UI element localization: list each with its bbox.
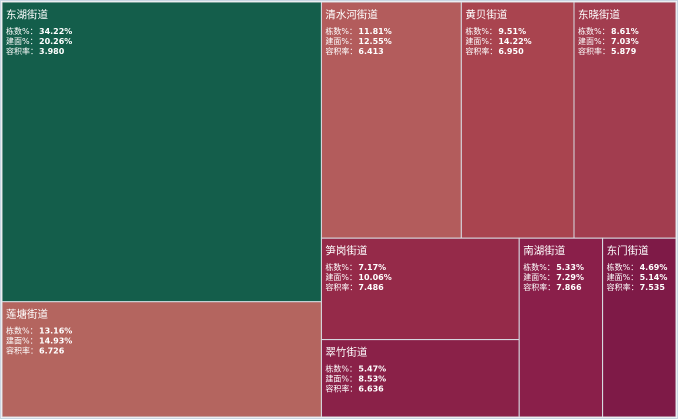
tile-name: 南湖街道 (523, 244, 565, 257)
metric-label: 容积率： (325, 282, 357, 292)
metric-label: 容积率： (523, 282, 555, 292)
metric-value: 7.29% (556, 273, 584, 282)
metric-value: 9.51% (498, 27, 526, 36)
metric-label: 栋数%： (465, 26, 497, 36)
metric-label: 容积率： (607, 282, 639, 292)
metric-label: 栋数%： (325, 262, 357, 272)
metric-value: 10.06% (358, 273, 391, 282)
tile (320, 1, 462, 239)
tile-name: 东晓街道 (578, 8, 620, 21)
metric-label: 建面%： (6, 336, 38, 346)
tile-name: 黄贝街道 (465, 8, 507, 21)
metric-value: 7.866 (556, 283, 582, 292)
metric-label: 容积率： (578, 46, 610, 56)
tile (573, 1, 677, 239)
metric-value: 7.486 (358, 283, 384, 292)
metric-label: 建面%： (325, 272, 357, 282)
metric-value: 6.726 (39, 347, 65, 356)
metric-value: 8.61% (611, 27, 639, 36)
metric-label: 建面%： (6, 36, 38, 46)
metric-value: 5.33% (556, 263, 584, 272)
metric-label: 栋数%： (325, 364, 357, 374)
metric-label: 容积率： (6, 46, 38, 56)
metric-value: 5.47% (358, 365, 386, 374)
metric-label: 容积率： (325, 46, 357, 56)
metric-value: 13.16% (39, 327, 72, 336)
tile-name: 东湖街道 (6, 8, 48, 21)
metric-label: 容积率： (465, 46, 497, 56)
metric-value: 14.22% (498, 37, 531, 46)
metric-value: 5.879 (611, 47, 637, 56)
metric-value: 6.636 (358, 385, 384, 394)
metric-label: 容积率： (6, 346, 38, 356)
metric-label: 栋数%： (607, 262, 639, 272)
metric-value: 11.81% (358, 27, 391, 36)
metric-label: 栋数%： (523, 262, 555, 272)
metric-label: 建面%： (325, 36, 357, 46)
metric-value: 14.93% (39, 337, 72, 346)
tile-name: 笋岗街道 (325, 244, 367, 257)
tile (1, 301, 322, 418)
metric-value: 6.950 (498, 47, 524, 56)
metric-label: 栋数%： (6, 26, 38, 36)
metric-label: 建面%： (523, 272, 555, 282)
metric-value: 4.69% (640, 263, 668, 272)
metric-value: 6.413 (358, 47, 383, 56)
tile-name: 清水河街道 (325, 8, 378, 21)
metric-label: 栋数%： (325, 26, 357, 36)
tile (320, 339, 520, 418)
tile (518, 237, 604, 418)
metric-label: 建面%： (607, 272, 639, 282)
metric-value: 7.17% (358, 263, 386, 272)
metric-value: 34.22% (39, 27, 72, 36)
tile (460, 1, 575, 239)
metric-value: 5.14% (640, 273, 668, 282)
metric-value: 7.535 (640, 283, 666, 292)
metric-value: 3.980 (39, 47, 65, 56)
metric-value: 12.55% (358, 37, 391, 46)
tile-name: 翠竹街道 (325, 346, 367, 359)
tile (602, 237, 677, 418)
metric-label: 建面%： (325, 374, 357, 384)
metric-label: 建面%： (578, 36, 610, 46)
tile-name: 莲塘街道 (6, 308, 48, 321)
metric-value: 7.03% (611, 37, 639, 46)
tile (1, 1, 322, 303)
metric-value: 20.26% (39, 37, 72, 46)
metric-label: 栋数%： (6, 326, 38, 336)
metric-label: 容积率： (325, 384, 357, 394)
metric-value: 8.53% (358, 375, 386, 384)
tile-name: 东门街道 (607, 244, 649, 257)
metric-label: 栋数%： (578, 26, 610, 36)
metric-label: 建面%： (465, 36, 497, 46)
